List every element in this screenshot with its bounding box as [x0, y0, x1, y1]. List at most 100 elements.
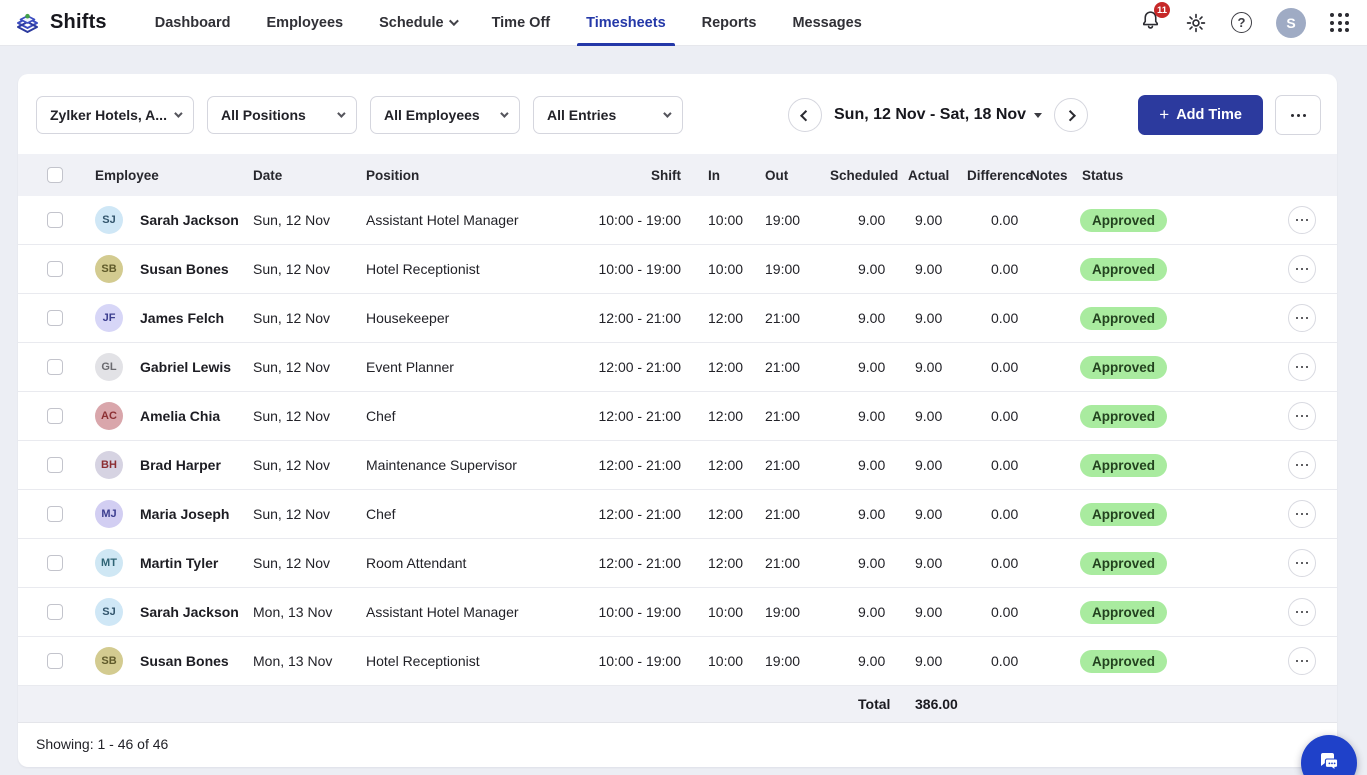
employees-filter-dropdown[interactable]: All Employees — [370, 96, 520, 134]
nav-items: Dashboard Employees Schedule Time Off Ti… — [155, 0, 862, 46]
scheduled-cell: 9.00 — [830, 506, 908, 522]
out-cell: 21:00 — [762, 457, 830, 473]
avatar: GL — [95, 353, 123, 381]
scheduled-cell: 9.00 — [830, 310, 908, 326]
select-all-checkbox[interactable] — [47, 167, 63, 183]
row-actions-button[interactable] — [1288, 304, 1316, 332]
row-actions-button[interactable] — [1288, 549, 1316, 577]
date-cell: Sun, 12 Nov — [253, 359, 366, 375]
in-cell: 12:00 — [696, 506, 762, 522]
out-cell: 19:00 — [762, 604, 830, 620]
status-badge: Approved — [1080, 307, 1167, 330]
out-cell: 21:00 — [762, 359, 830, 375]
next-week-button[interactable] — [1054, 98, 1088, 132]
nav-item-reports[interactable]: Reports — [702, 0, 757, 46]
employee-name: Gabriel Lewis — [140, 359, 231, 375]
brand[interactable]: Shifts — [14, 9, 107, 36]
row-actions-button[interactable] — [1288, 255, 1316, 283]
row-checkbox[interactable] — [47, 212, 63, 228]
row-actions-button[interactable] — [1288, 451, 1316, 479]
position-cell: Chef — [366, 408, 566, 424]
scheduled-cell: 9.00 — [830, 261, 908, 277]
nav-item-employees[interactable]: Employees — [267, 0, 344, 46]
shift-cell: 12:00 - 21:00 — [566, 457, 696, 473]
shift-cell: 10:00 - 19:00 — [566, 261, 696, 277]
position-cell: Housekeeper — [366, 310, 566, 326]
row-checkbox[interactable] — [47, 359, 63, 375]
row-checkbox[interactable] — [47, 653, 63, 669]
scheduled-cell: 9.00 — [830, 408, 908, 424]
notifications-button[interactable]: 11 — [1140, 9, 1161, 36]
shift-cell: 12:00 - 21:00 — [566, 310, 696, 326]
column-header-difference: Difference — [967, 168, 1030, 183]
chevron-down-icon — [449, 16, 459, 26]
difference-cell: 0.00 — [967, 261, 1030, 277]
positions-filter-dropdown[interactable]: All Positions — [207, 96, 357, 134]
total-value: 386.00 — [908, 696, 967, 712]
avatar: SJ — [95, 206, 123, 234]
date-cell: Sun, 12 Nov — [253, 310, 366, 326]
user-avatar[interactable]: S — [1276, 8, 1306, 38]
entries-filter-dropdown[interactable]: All Entries — [533, 96, 683, 134]
row-actions-button[interactable] — [1288, 206, 1316, 234]
row-checkbox[interactable] — [47, 506, 63, 522]
row-checkbox[interactable] — [47, 457, 63, 473]
column-header-position: Position — [366, 168, 566, 183]
row-actions-button[interactable] — [1288, 402, 1316, 430]
out-cell: 21:00 — [762, 310, 830, 326]
employee-name: Sarah Jackson — [140, 604, 239, 620]
row-checkbox[interactable] — [47, 408, 63, 424]
avatar: JF — [95, 304, 123, 332]
notification-badge: 11 — [1154, 2, 1170, 18]
row-actions-button[interactable] — [1288, 647, 1316, 675]
apps-grid-icon[interactable] — [1330, 13, 1349, 32]
date-range-navigator: Sun, 12 Nov - Sat, 18 Nov — [788, 98, 1088, 132]
actual-cell: 9.00 — [908, 310, 967, 326]
in-cell: 12:00 — [696, 555, 762, 571]
table-row: AC Amelia Chia Sun, 12 Nov Chef 12:00 - … — [18, 392, 1337, 441]
previous-week-button[interactable] — [788, 98, 822, 132]
shift-cell: 12:00 - 21:00 — [566, 359, 696, 375]
nav-item-schedule[interactable]: Schedule — [379, 0, 455, 46]
employee-name: Amelia Chia — [140, 408, 220, 424]
actual-cell: 9.00 — [908, 604, 967, 620]
shift-cell: 10:00 - 19:00 — [566, 212, 696, 228]
date-range-label[interactable]: Sun, 12 Nov - Sat, 18 Nov — [834, 106, 1042, 124]
row-checkbox[interactable] — [47, 310, 63, 326]
out-cell: 19:00 — [762, 653, 830, 669]
status-badge: Approved — [1080, 601, 1167, 624]
row-actions-button[interactable] — [1288, 353, 1316, 381]
row-checkbox[interactable] — [47, 555, 63, 571]
nav-item-dashboard[interactable]: Dashboard — [155, 0, 231, 46]
column-header-actual: Actual — [908, 168, 967, 183]
shifts-logo-icon — [14, 9, 41, 36]
table-row: SJ Sarah Jackson Sun, 12 Nov Assistant H… — [18, 196, 1337, 245]
chat-bubble-icon — [1317, 749, 1341, 773]
row-checkbox[interactable] — [47, 604, 63, 620]
difference-cell: 0.00 — [967, 653, 1030, 669]
settings-button[interactable] — [1185, 12, 1207, 34]
status-badge: Approved — [1080, 209, 1167, 232]
chevron-down-icon — [500, 109, 508, 117]
help-icon[interactable]: ? — [1231, 12, 1252, 33]
nav-item-timesheets[interactable]: Timesheets — [586, 0, 666, 46]
row-actions-button[interactable] — [1288, 500, 1316, 528]
more-options-button[interactable] — [1275, 95, 1321, 135]
column-header-employee: Employee — [80, 168, 253, 183]
showing-range-text: Showing: 1 - 46 of 46 — [18, 723, 1337, 767]
table-row: SB Susan Bones Sun, 12 Nov Hotel Recepti… — [18, 245, 1337, 294]
nav-item-time-off[interactable]: Time Off — [492, 0, 551, 46]
avatar: SJ — [95, 598, 123, 626]
chevron-down-icon — [663, 109, 671, 117]
nav-item-messages[interactable]: Messages — [792, 0, 861, 46]
row-checkbox[interactable] — [47, 261, 63, 277]
row-actions-button[interactable] — [1288, 598, 1316, 626]
company-filter-dropdown[interactable]: Zylker Hotels, A... — [36, 96, 194, 134]
actual-cell: 9.00 — [908, 555, 967, 571]
column-header-in: In — [696, 168, 762, 183]
scheduled-cell: 9.00 — [830, 212, 908, 228]
top-navigation: Shifts Dashboard Employees Schedule Time… — [0, 0, 1367, 46]
add-time-button[interactable]: + Add Time — [1138, 95, 1263, 135]
timesheets-panel: Zylker Hotels, A... All Positions All Em… — [18, 74, 1337, 767]
column-header-out: Out — [762, 168, 830, 183]
